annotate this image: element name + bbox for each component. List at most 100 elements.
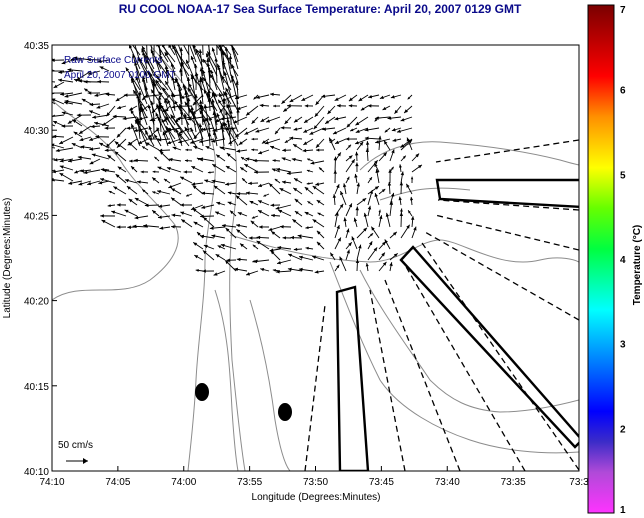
current-vector-head: [276, 167, 281, 172]
current-vector: [164, 116, 183, 140]
current-vector-head: [346, 176, 350, 180]
current-vector-head: [195, 269, 199, 272]
current-vector-head: [316, 241, 321, 246]
current-vector-head: [138, 140, 143, 144]
current-vector-head: [334, 97, 339, 101]
current-vector-head: [225, 111, 229, 116]
current-vector-head: [224, 91, 228, 96]
current-vector-head: [156, 36, 159, 40]
current-vector-head: [271, 231, 276, 235]
current-vector-head: [279, 225, 284, 229]
contour-2: [229, 234, 579, 263]
colorbar-ticks: 7 6 5 4 3 2 1: [620, 5, 626, 516]
current-vector-head: [225, 260, 229, 265]
current-vector-head: [130, 166, 135, 170]
current-vector-head: [201, 191, 206, 195]
current-vector-head: [141, 146, 146, 150]
current-vector: [192, 45, 197, 56]
current-vector-head: [263, 194, 267, 197]
current-vector-head: [277, 260, 281, 265]
current-vector-head: [236, 108, 240, 113]
current-vector-head: [183, 113, 188, 118]
current-vector-head: [83, 170, 88, 175]
current-vector-head: [275, 270, 280, 274]
current-vector-head: [315, 182, 320, 186]
current-vector-head: [202, 69, 206, 74]
current-vector-head: [306, 169, 310, 173]
current-vector-head: [400, 118, 405, 122]
current-vector-head: [87, 181, 92, 186]
current-vector-head: [99, 142, 104, 147]
current-vector-head: [105, 92, 110, 97]
x-tick-label: 74:10: [39, 477, 64, 488]
current-vector-head: [258, 210, 263, 214]
current-vector-head: [257, 200, 262, 204]
current-vector-head: [211, 139, 216, 143]
current-vector: [52, 101, 56, 105]
current-vector-head: [216, 113, 220, 118]
current-vector-head: [365, 141, 370, 145]
current-vector-head: [42, 118, 46, 121]
current-vector-head: [340, 191, 344, 196]
current-vector-head: [203, 89, 208, 94]
current-vector: [157, 116, 169, 140]
current-vector-head: [178, 130, 183, 134]
current-vector-head: [193, 221, 198, 226]
current-vector-head: [166, 126, 170, 131]
current-vector-head: [156, 75, 161, 80]
current-vector: [220, 46, 225, 77]
current-vector-head: [387, 181, 392, 186]
current-vector-head: [104, 126, 109, 130]
current-vector-head: [335, 140, 340, 144]
current-vector-head: [244, 131, 249, 135]
current-vector-head: [359, 141, 364, 146]
current-vector-head: [58, 70, 63, 74]
current-vector-head: [317, 212, 321, 216]
current-vector-head: [141, 96, 146, 101]
current-vector-head: [268, 227, 273, 232]
current-vector-head: [42, 157, 46, 160]
current-vector-head: [394, 109, 399, 114]
current-vector: [170, 114, 190, 140]
current-vector: [188, 45, 190, 63]
footprint-polygons: [335, 178, 579, 471]
current-vector-head: [293, 187, 298, 192]
current-vector-head: [336, 224, 340, 229]
current-vector-head: [89, 102, 94, 107]
current-vector-head: [206, 34, 209, 38]
current-vector-head: [172, 146, 177, 150]
current-vector-head: [245, 157, 250, 161]
current-vector-head: [315, 101, 320, 106]
current-vector-head: [301, 97, 306, 101]
current-vector-head: [384, 239, 389, 244]
current-vector-head: [193, 63, 198, 68]
contour-6: [214, 289, 239, 471]
current-vector-head: [52, 169, 56, 174]
current-vector-head: [233, 119, 238, 124]
current-vector-head: [194, 94, 198, 98]
current-vector-head: [212, 164, 217, 168]
current-vector-head: [222, 50, 226, 55]
current-vector-head: [384, 140, 388, 145]
contour-8: [379, 187, 471, 201]
current-vector-head: [239, 243, 244, 248]
current-vector-head: [167, 127, 172, 132]
current-vector-head: [304, 187, 309, 191]
current-vector-head: [314, 270, 319, 274]
current-vector-head: [80, 145, 85, 149]
current-vector-head: [100, 214, 104, 218]
current-vector-head: [272, 159, 276, 163]
current-vector-head: [168, 157, 173, 162]
current-vector-head: [231, 78, 235, 82]
current-vector-head: [294, 198, 299, 203]
x-tick-label: 73:3: [569, 477, 589, 488]
current-vector-head: [399, 181, 404, 186]
current-vector-head: [382, 261, 387, 266]
current-vector-head: [345, 137, 350, 141]
current-vector-head: [249, 200, 254, 205]
current-vector-head: [333, 156, 338, 161]
current-vector-head: [170, 93, 175, 98]
current-vector-head: [192, 45, 197, 49]
current-vector-head: [179, 68, 183, 73]
current-vector-head: [130, 109, 135, 114]
